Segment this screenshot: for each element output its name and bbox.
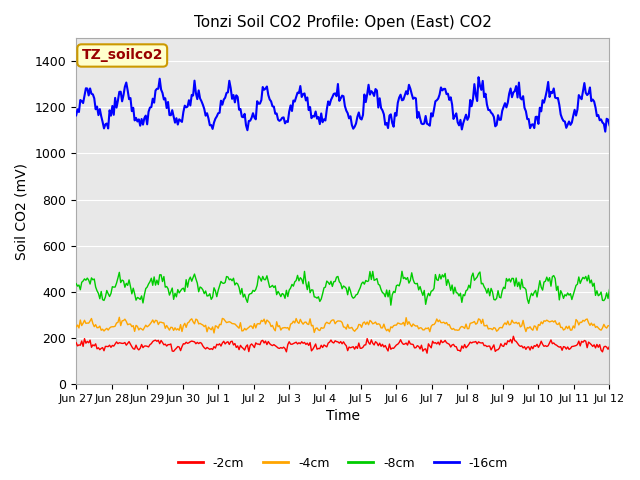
Y-axis label: Soil CO2 (mV): Soil CO2 (mV) xyxy=(15,163,29,260)
Legend: -2cm, -4cm, -8cm, -16cm: -2cm, -4cm, -8cm, -16cm xyxy=(173,452,513,475)
Title: Tonzi Soil CO2 Profile: Open (East) CO2: Tonzi Soil CO2 Profile: Open (East) CO2 xyxy=(194,15,492,30)
X-axis label: Time: Time xyxy=(326,409,360,423)
Text: TZ_soilco2: TZ_soilco2 xyxy=(81,48,163,62)
